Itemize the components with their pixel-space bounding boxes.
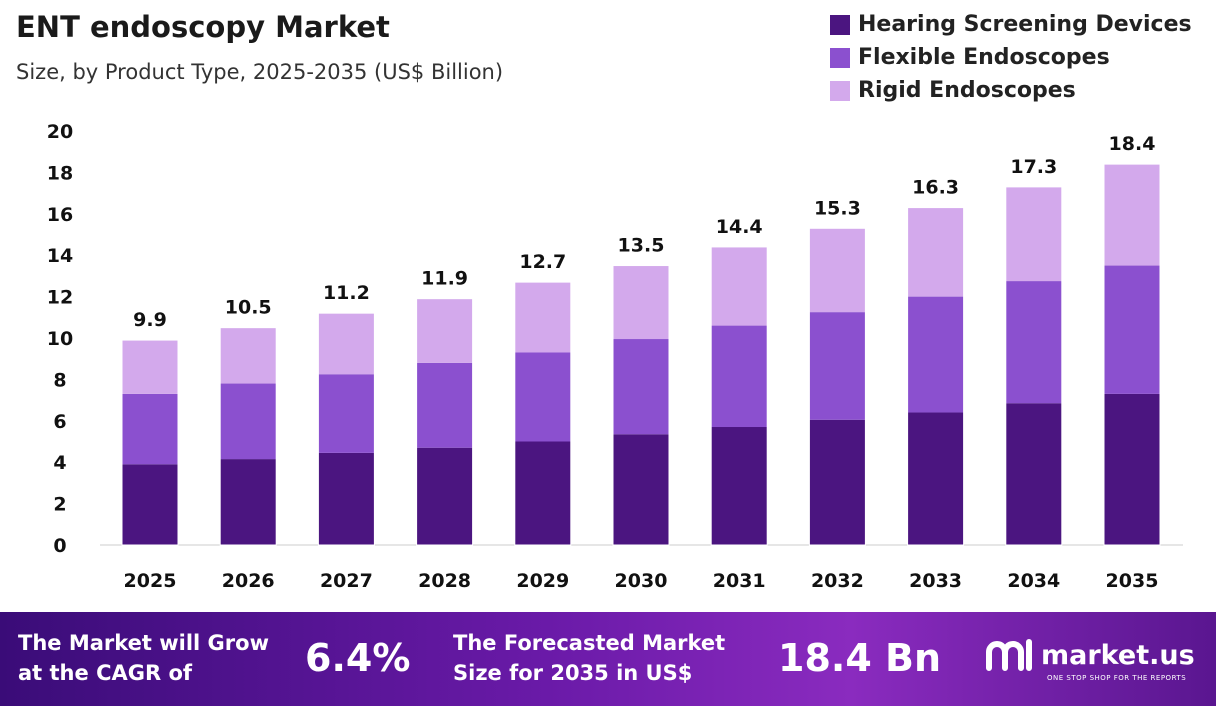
logo-icon <box>986 639 1032 671</box>
bar-outline <box>514 281 572 546</box>
bar-outline <box>710 246 768 546</box>
x-tick-label: 2030 <box>615 570 668 592</box>
bar-segment <box>220 459 277 545</box>
legend-swatch <box>830 47 850 68</box>
legend-swatch <box>830 80 850 101</box>
bar-segment <box>318 374 375 453</box>
data-label: 11.2 <box>323 282 370 304</box>
bar-outline <box>416 298 474 546</box>
y-tick-label: 14 <box>47 245 73 267</box>
cagr-value: 6.4% <box>305 636 411 680</box>
x-tick-label: 2031 <box>713 570 766 592</box>
x-tick-label: 2034 <box>1007 570 1060 592</box>
legend-item-rigid: Rigid Endoscopes <box>830 74 1192 107</box>
bar-segment <box>907 296 964 413</box>
legend: Hearing Screening Devices Flexible Endos… <box>830 8 1192 107</box>
bar-segment <box>318 452 375 545</box>
data-label: 12.7 <box>519 251 566 273</box>
bar-segment <box>416 362 473 448</box>
bar-outline <box>219 327 277 546</box>
x-tick-label: 2026 <box>222 570 275 592</box>
data-label: 9.9 <box>133 309 167 331</box>
data-label: 16.3 <box>912 177 959 199</box>
y-tick-label: 12 <box>47 287 73 309</box>
cagr-label: The Market will Grow at the CAGR of <box>18 631 269 685</box>
chart-title: ENT endoscopy Market <box>16 10 390 44</box>
data-label: 18.4 <box>1109 133 1156 155</box>
bar-segment <box>613 339 669 435</box>
y-tick-label: 6 <box>53 411 66 433</box>
y-tick-label: 8 <box>53 369 66 391</box>
bar-segment <box>1104 265 1160 394</box>
bar-segment <box>711 325 768 428</box>
bar-segment <box>122 340 178 394</box>
bar-segment <box>122 393 178 465</box>
bar-segment <box>1005 281 1062 404</box>
x-tick-label: 2029 <box>516 570 569 592</box>
data-label: 13.5 <box>618 235 665 257</box>
bar-segment <box>809 312 866 420</box>
bar-segment <box>1104 393 1160 545</box>
bar-outline <box>317 312 375 546</box>
bar-segment <box>220 327 277 384</box>
x-tick-label: 2035 <box>1106 570 1159 592</box>
y-tick-label: 0 <box>53 535 66 557</box>
y-tick-label: 20 <box>47 121 73 143</box>
x-tick-label: 2025 <box>124 570 177 592</box>
footer-banner: The Market will Grow at the CAGR of 6.4% … <box>0 612 1216 706</box>
stacked-bar-chart: 0 2 4 6 8 10 12 14 16 18 20 9.9 2025 10.5 2026 11.2 2027… <box>47 121 1183 592</box>
bar-outline <box>121 339 179 546</box>
bar-segment <box>514 441 571 545</box>
bar-segment <box>711 246 768 326</box>
bar-segment <box>809 419 866 545</box>
y-tick-label: 16 <box>47 204 73 226</box>
bar-segment <box>318 313 375 375</box>
bar-segment <box>416 298 473 363</box>
forecast-label: The Forecasted Market Size for 2035 in US… <box>453 631 726 685</box>
x-tick-label: 2027 <box>320 570 373 592</box>
y-tick-label: 4 <box>53 452 66 474</box>
bar-segment <box>809 228 866 313</box>
data-label: 14.4 <box>716 216 763 238</box>
legend-label: Flexible Endoscopes <box>858 45 1110 70</box>
bar-segment <box>613 265 669 340</box>
bar-segment <box>613 434 669 545</box>
bar-segment <box>514 282 571 353</box>
legend-label: Rigid Endoscopes <box>858 78 1076 103</box>
bar-segment <box>1104 164 1160 266</box>
bar-segment <box>907 207 964 297</box>
x-tick-label: 2032 <box>811 570 864 592</box>
forecast-value: 18.4 Bn <box>778 636 942 680</box>
bar-outline <box>808 227 866 546</box>
market-us-logo: market.us ONE STOP SHOP FOR THE REPORTS <box>985 638 1195 682</box>
data-label: 17.3 <box>1010 156 1057 178</box>
bar-segment <box>416 447 473 545</box>
chart-subtitle: Size, by Product Type, 2025-2035 (US$ Bi… <box>16 60 504 84</box>
legend-item-hearing: Hearing Screening Devices <box>830 8 1192 41</box>
data-label: 11.9 <box>421 268 468 290</box>
bar-segment <box>1005 403 1062 545</box>
bar-segment <box>907 412 964 545</box>
bar-segment <box>122 464 178 545</box>
x-tick-label: 2028 <box>418 570 471 592</box>
bar-segment <box>514 352 571 442</box>
bar-outline <box>612 265 670 546</box>
y-tick-label: 10 <box>47 328 73 350</box>
bar-segment <box>711 427 768 545</box>
legend-swatch <box>830 14 850 35</box>
y-tick-label: 2 <box>53 494 66 516</box>
legend-label: Hearing Screening Devices <box>858 12 1192 37</box>
bar-segment <box>220 383 277 460</box>
legend-item-flexible: Flexible Endoscopes <box>830 41 1192 74</box>
data-label: 10.5 <box>225 297 272 319</box>
x-tick-label: 2033 <box>909 570 962 592</box>
bar-outline <box>1103 163 1161 546</box>
data-label: 15.3 <box>814 197 861 219</box>
bar-outline <box>907 207 965 546</box>
y-tick-label: 18 <box>47 162 73 184</box>
bar-segment <box>1005 186 1062 282</box>
bar-outline <box>1005 186 1063 546</box>
